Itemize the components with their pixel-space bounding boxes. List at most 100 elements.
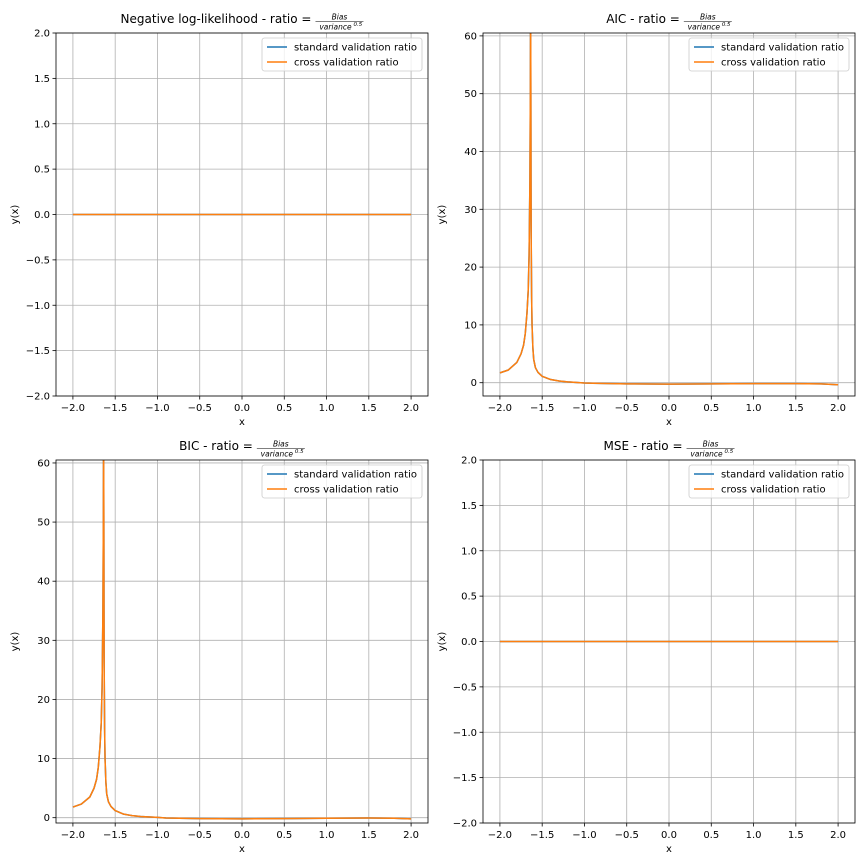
legend-entry: cross validation ratio (294, 58, 399, 69)
x-tick-label: 0.5 (703, 830, 719, 841)
x-tick-label: −1.0 (145, 403, 169, 414)
series-line-cross (72, 460, 412, 820)
legend-entry: standard validation ratio (721, 470, 844, 481)
legend-entry: standard validation ratio (294, 43, 417, 54)
x-tick-label: 2.0 (830, 830, 846, 841)
y-tick-label: −2.0 (453, 819, 477, 830)
x-tick-label: 1.5 (361, 403, 377, 414)
x-tick-label: 0.0 (661, 830, 677, 841)
y-tick-label: 50 (464, 89, 477, 100)
x-tick-label: −2.0 (61, 403, 85, 414)
title-text: AIC - ratio = (606, 12, 680, 26)
y-tick-label: 0 (44, 813, 50, 824)
x-tick-label: −2.0 (61, 830, 85, 841)
x-tick-label: −1.0 (572, 830, 596, 841)
x-tick-label: 1.5 (788, 830, 804, 841)
legend-box (261, 37, 423, 72)
y-axis-label: y(x) (437, 632, 448, 652)
y-tick-label: 1.0 (34, 119, 50, 130)
y-tick-label: −0.5 (453, 682, 477, 693)
legend-entry: standard validation ratio (721, 43, 844, 54)
legend-entry: cross validation ratio (721, 485, 826, 496)
axes-frame (55, 32, 429, 397)
legend-entry: standard validation ratio (294, 470, 417, 481)
y-tick-label: 0.0 (34, 210, 50, 221)
title-fraction-exponent: 0.5 (295, 449, 304, 455)
y-tick-label: 0.5 (34, 165, 50, 176)
x-tick-label: −0.5 (615, 403, 639, 414)
y-axis-label: y(x) (437, 205, 448, 225)
y-tick-label: −1.5 (453, 773, 477, 784)
x-tick-label: −1.5 (530, 403, 554, 414)
y-axis-label: y(x) (10, 205, 21, 225)
y-tick-label: 40 (37, 577, 50, 588)
y-tick-label: −0.5 (26, 255, 50, 266)
y-tick-label: 1.5 (34, 74, 50, 85)
x-tick-label: −2.0 (488, 403, 512, 414)
y-tick-label: 0 (471, 378, 477, 389)
title-fraction-numerator: Bias (273, 440, 289, 449)
title-fraction-denominator: variance (688, 23, 721, 32)
chart-panel-2: −2.0 −1.5 −1.0 −0.5 0.0 0.5 1.0 1.5 2.0 0 10 20 30 40… (437, 12, 856, 428)
legend-entry: cross validation ratio (294, 485, 399, 496)
y-tick-label: 50 (37, 518, 50, 529)
title-text: BIC - ratio = (179, 439, 253, 453)
legend-box (688, 464, 850, 499)
y-tick-label: 0.5 (461, 592, 477, 603)
y-tick-label: 2.0 (34, 29, 50, 40)
x-tick-label: 0.0 (234, 830, 250, 841)
axes-frame (482, 459, 856, 824)
x-tick-label: 2.0 (830, 403, 846, 414)
chart-title: Negative log-likelihood - ratio = Biasvar… (121, 12, 364, 32)
y-tick-label: −1.5 (26, 346, 50, 357)
y-tick-label: −2.0 (26, 392, 50, 403)
x-axis-label: x (666, 844, 672, 855)
legend: standard validation ratio cross validatio… (688, 464, 850, 499)
x-tick-label: 0.0 (661, 403, 677, 414)
title-fraction-denominator: variance (690, 450, 723, 459)
y-tick-label: 60 (37, 458, 50, 469)
x-axis-label: x (666, 417, 672, 428)
x-tick-label: 0.5 (276, 403, 292, 414)
y-tick-label: 10 (464, 320, 477, 331)
title-text: MSE - ratio = (603, 439, 682, 453)
x-tick-label: 2.0 (403, 830, 419, 841)
x-tick-label: −1.5 (103, 830, 127, 841)
legend-box (688, 37, 850, 72)
x-tick-label: 0.5 (703, 403, 719, 414)
title-fraction-denominator: variance (261, 450, 294, 459)
x-tick-label: 1.0 (319, 403, 335, 414)
x-tick-label: −2.0 (488, 830, 512, 841)
legend-box (261, 464, 423, 499)
chart-panel-1: −2.0 −1.5 −1.0 −0.5 0.0 0.5 1.0 1.5 2.0 −2.0 −1.5 −… (10, 12, 429, 428)
chart-panel-4: −2.0 −1.5 −1.0 −0.5 0.0 0.5 1.0 1.5 2.0 −2.0 −1.5 −… (437, 439, 856, 855)
y-tick-label: −1.0 (26, 301, 50, 312)
x-tick-label: 1.0 (319, 830, 335, 841)
legend: standard validation ratio cross validatio… (261, 37, 423, 72)
legend-entry: cross validation ratio (721, 58, 826, 69)
title-fraction-numerator: Bias (703, 440, 719, 449)
y-tick-label: 40 (464, 147, 477, 158)
title-fraction-numerator: Bias (700, 13, 716, 22)
y-tick-label: 30 (464, 205, 477, 216)
x-tick-label: 1.0 (746, 403, 762, 414)
x-tick-label: −1.0 (145, 830, 169, 841)
axes-frame (55, 459, 429, 824)
x-tick-label: 0.5 (276, 830, 292, 841)
x-tick-label: −0.5 (188, 830, 212, 841)
y-tick-label: 2.0 (461, 456, 477, 467)
axes-frame (482, 32, 856, 397)
x-tick-label: 1.5 (361, 830, 377, 841)
title-fraction-exponent: 0.5 (722, 22, 731, 28)
y-tick-label: 10 (37, 754, 50, 765)
x-tick-label: −0.5 (615, 830, 639, 841)
title-fraction-exponent: 0.5 (353, 22, 362, 28)
title-text: Negative log-likelihood - ratio = (121, 12, 312, 26)
legend: standard validation ratio cross validatio… (688, 37, 850, 72)
x-tick-label: 2.0 (403, 403, 419, 414)
legend: standard validation ratio cross validatio… (261, 464, 423, 499)
